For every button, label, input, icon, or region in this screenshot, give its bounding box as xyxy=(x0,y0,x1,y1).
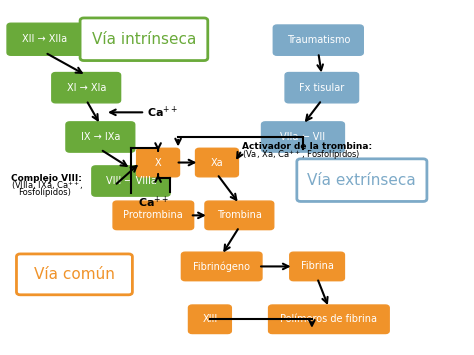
Text: VIIa ← VII: VIIa ← VII xyxy=(281,132,326,142)
Text: VIII → VIIIa: VIII → VIIIa xyxy=(106,176,156,186)
FancyBboxPatch shape xyxy=(285,72,358,103)
Text: Traumatismo: Traumatismo xyxy=(287,35,350,45)
FancyBboxPatch shape xyxy=(297,159,427,201)
FancyBboxPatch shape xyxy=(137,148,180,177)
Text: (VIIIa, IXa, Ca$^{++}$,: (VIIIa, IXa, Ca$^{++}$, xyxy=(11,179,83,192)
Text: Xa: Xa xyxy=(210,158,223,168)
Text: Protrombina: Protrombina xyxy=(124,211,183,220)
Text: XIII: XIII xyxy=(202,314,218,324)
FancyBboxPatch shape xyxy=(113,201,194,230)
Text: IX → IXa: IX → IXa xyxy=(81,132,120,142)
FancyBboxPatch shape xyxy=(182,252,262,281)
FancyBboxPatch shape xyxy=(290,252,345,281)
Text: Fx tisular: Fx tisular xyxy=(299,83,345,93)
Text: Fibrina: Fibrina xyxy=(301,261,334,272)
Text: Ca$^{++}$: Ca$^{++}$ xyxy=(147,105,179,120)
FancyBboxPatch shape xyxy=(80,18,208,61)
Text: Vía extrínseca: Vía extrínseca xyxy=(308,173,416,188)
Text: Vía intrínseca: Vía intrínseca xyxy=(92,32,196,47)
Text: Ca$^{++}$: Ca$^{++}$ xyxy=(137,195,169,211)
FancyBboxPatch shape xyxy=(7,23,83,55)
Text: Vía común: Vía común xyxy=(34,267,115,282)
Text: Trombina: Trombina xyxy=(217,211,262,220)
FancyBboxPatch shape xyxy=(189,305,231,334)
FancyBboxPatch shape xyxy=(273,25,363,55)
FancyBboxPatch shape xyxy=(92,166,170,196)
Text: X: X xyxy=(155,158,161,168)
Text: (Va, Xa, Ca$^{++}$, Fosfolípidos): (Va, Xa, Ca$^{++}$, Fosfolípidos) xyxy=(242,148,360,162)
Text: Fibrinógeno: Fibrinógeno xyxy=(193,261,250,272)
FancyBboxPatch shape xyxy=(17,254,132,295)
Text: XII → XIIa: XII → XIIa xyxy=(22,34,67,44)
Text: XI → XIa: XI → XIa xyxy=(66,83,106,93)
FancyBboxPatch shape xyxy=(196,148,238,177)
Text: Complejo VIII:: Complejo VIII: xyxy=(11,174,82,183)
Text: Fosfolípidos): Fosfolípidos) xyxy=(18,188,71,197)
FancyBboxPatch shape xyxy=(52,72,120,103)
FancyBboxPatch shape xyxy=(269,305,389,334)
Text: Polímeros de fibrina: Polímeros de fibrina xyxy=(281,314,377,324)
FancyBboxPatch shape xyxy=(262,122,345,152)
FancyBboxPatch shape xyxy=(205,201,274,230)
Text: Activador de la trombina:: Activador de la trombina: xyxy=(242,142,372,151)
FancyBboxPatch shape xyxy=(66,122,135,152)
